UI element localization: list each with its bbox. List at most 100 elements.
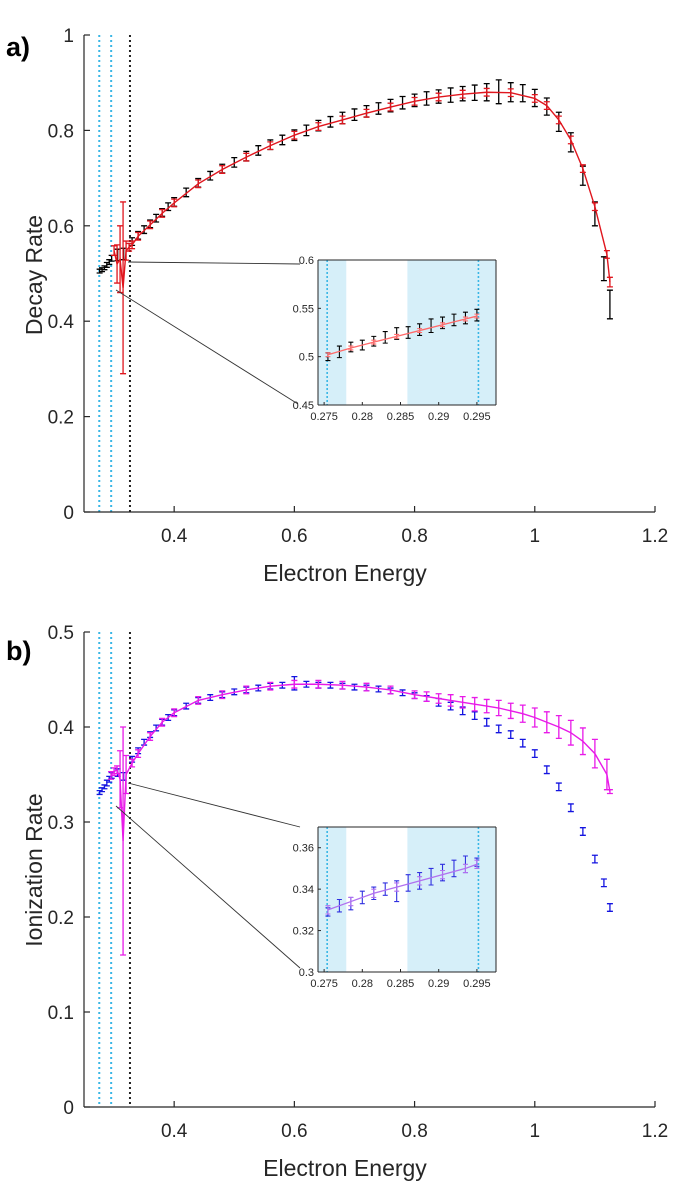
panel-b: b) Electron Energy Ionization Rate 0.4 0.… [6,623,668,1181]
x-tick-label: 0.6 [281,526,307,547]
data-point-error-bar [399,95,406,110]
inset-x-tick-label: 0.275 [310,978,338,990]
inset-data-point-error-bar [348,896,354,907]
data-point-error-bar [363,108,370,118]
inset-y-tick-label: 0.55 [293,303,314,315]
data-point-error-bar [327,115,334,128]
data-point-error-bar [591,202,598,212]
inset-series-fit-line [327,863,478,911]
inset-data-point-error-bar [428,318,434,334]
inset-x-tick-label: 0.275 [310,411,338,423]
data-point-error-bar [567,135,574,145]
data-point-error-bar [147,732,154,741]
data-point-error-bar [387,685,394,695]
inset-data-point-error-bar [371,888,377,898]
data-point-error-bar [606,903,613,912]
data-point-error-bar [531,749,538,759]
inset-series-fit [325,859,480,915]
inset-series-fit [325,313,480,358]
data-point-error-bar [231,156,238,168]
data-point-error-bar [117,750,124,809]
data-point-error-bar [363,682,370,692]
inset-series-data [325,308,480,362]
data-point-error-bar [339,680,346,690]
data-point-error-bar [495,79,502,105]
inset-data-point-error-bar [382,330,388,344]
data-point-error-bar [291,130,298,140]
panel-b-y-axis-title: Ionization Rate [21,793,47,946]
data-point-error-bar [114,244,121,284]
data-point-error-bar [195,695,202,705]
data-point-error-bar [351,683,358,691]
data-point-error-bar [411,690,418,700]
data-point-error-bar [120,726,127,956]
inset-data-point-error-bar [325,905,331,915]
data-point-error-bar [267,141,274,151]
inset-x-tick-label: 0.28 [352,411,373,423]
data-point-error-bar [159,208,166,218]
inset-shaded-range-1 [407,260,496,405]
data-point-error-bar [507,702,514,720]
data-point-error-bar [459,89,466,99]
panel-a-label: a) [6,32,30,62]
inset-x-tick-label: 0.29 [428,978,449,990]
inset-y-tick-label: 0.6 [299,255,314,267]
data-point-error-bar [219,690,226,700]
y-tick-label: 0.2 [48,908,74,929]
inset-data-point-error-bar [371,339,377,345]
inset-data-point-error-bar [394,882,400,892]
data-point-error-bar [519,704,526,723]
panel-a-inset: 0.275 0.28 0.285 0.29 0.295 0.45 0.5 0.55 0.6 [293,255,497,423]
y-tick-label: 0.4 [48,718,75,739]
data-point-error-bar [411,96,418,106]
series-fit-line [110,683,611,842]
inset-data-point-error-bar [428,867,434,886]
x-tick-label: 0.8 [401,526,427,547]
data-point-error-bar [606,789,613,795]
inset-leader-line-0 [127,782,301,828]
data-point-error-bar [423,691,430,702]
data-point-error-bar [579,827,586,836]
data-point-error-bar [129,240,136,250]
data-point-error-bar [108,771,115,780]
data-point-error-bar [123,240,130,261]
inset-data-point-error-bar [394,333,400,339]
y-tick-label: 0.4 [48,312,75,333]
data-point-error-bar [600,878,607,888]
inset-data-point-error-bar [405,874,411,892]
y-tick-label: 0.5 [48,623,74,644]
data-point-error-bar [606,289,613,320]
inset-shaded-range-0 [318,260,347,405]
series-fit [108,679,613,956]
inset-leader-line-1 [115,289,299,405]
data-point-error-bar [531,93,538,103]
data-point-error-bar [603,249,610,259]
data-point-error-bar [591,738,598,769]
data-point-error-bar [483,87,490,97]
y-tick-label: 0 [63,503,74,524]
data-point-error-bar [423,91,430,106]
data-point-error-bar [267,681,274,691]
data-point-error-bar [483,717,490,727]
data-point-error-bar [567,803,574,813]
data-point-error-bar [207,170,214,181]
data-point-error-bar [387,102,394,112]
data-point-error-bar [129,758,136,768]
data-point-error-bar [219,165,226,174]
inset-data-point-error-bar [325,352,331,358]
data-point-error-bar [471,711,478,721]
data-point-error-bar [483,698,490,714]
data-point-error-bar [171,708,178,718]
inset-x-tick-label: 0.295 [463,978,491,990]
y-tick-label: 0.8 [48,121,74,142]
inset-y-tick-label: 0.45 [293,400,314,412]
y-tick-label: 0 [63,1098,74,1119]
y-tick-label: 0.6 [48,217,74,238]
x-tick-label: 0.6 [281,1121,307,1142]
data-point-error-bar [435,693,442,704]
x-tick-label: 0.8 [401,1121,427,1142]
y-tick-label: 0.1 [48,1003,74,1024]
data-point-error-bar [447,694,454,707]
data-point-error-bar [243,152,250,162]
inset-x-tick-label: 0.28 [352,978,373,990]
